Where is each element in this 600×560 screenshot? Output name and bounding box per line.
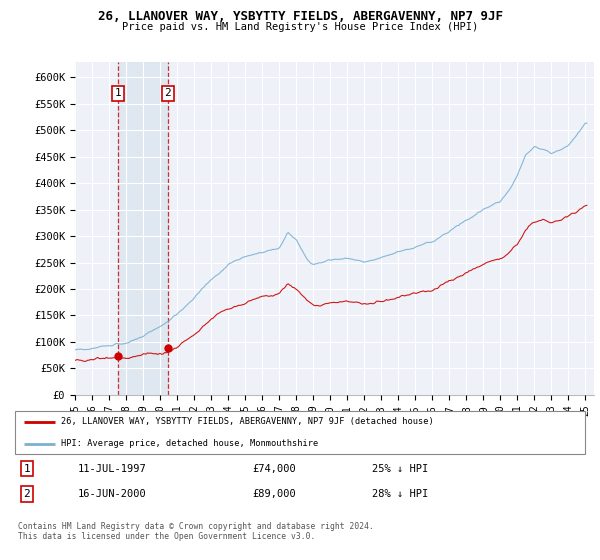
Text: 25% ↓ HPI: 25% ↓ HPI bbox=[372, 464, 428, 474]
FancyBboxPatch shape bbox=[15, 410, 585, 455]
Text: 16-JUN-2000: 16-JUN-2000 bbox=[78, 489, 147, 499]
Text: 11-JUL-1997: 11-JUL-1997 bbox=[78, 464, 147, 474]
Text: £74,000: £74,000 bbox=[252, 464, 296, 474]
Text: HPI: Average price, detached house, Monmouthshire: HPI: Average price, detached house, Monm… bbox=[61, 439, 318, 448]
Text: Contains HM Land Registry data © Crown copyright and database right 2024.
This d: Contains HM Land Registry data © Crown c… bbox=[18, 522, 374, 542]
Text: Price paid vs. HM Land Registry's House Price Index (HPI): Price paid vs. HM Land Registry's House … bbox=[122, 22, 478, 32]
Text: 26, LLANOVER WAY, YSBYTTY FIELDS, ABERGAVENNY, NP7 9JF (detached house): 26, LLANOVER WAY, YSBYTTY FIELDS, ABERGA… bbox=[61, 417, 434, 426]
Text: 28% ↓ HPI: 28% ↓ HPI bbox=[372, 489, 428, 499]
Text: 1: 1 bbox=[23, 464, 31, 474]
Text: 2: 2 bbox=[23, 489, 31, 499]
Bar bbox=[118, 62, 168, 395]
Text: 2: 2 bbox=[164, 88, 171, 99]
Text: 1: 1 bbox=[115, 88, 121, 99]
Text: 26, LLANOVER WAY, YSBYTTY FIELDS, ABERGAVENNY, NP7 9JF: 26, LLANOVER WAY, YSBYTTY FIELDS, ABERGA… bbox=[97, 10, 503, 23]
Text: £89,000: £89,000 bbox=[252, 489, 296, 499]
